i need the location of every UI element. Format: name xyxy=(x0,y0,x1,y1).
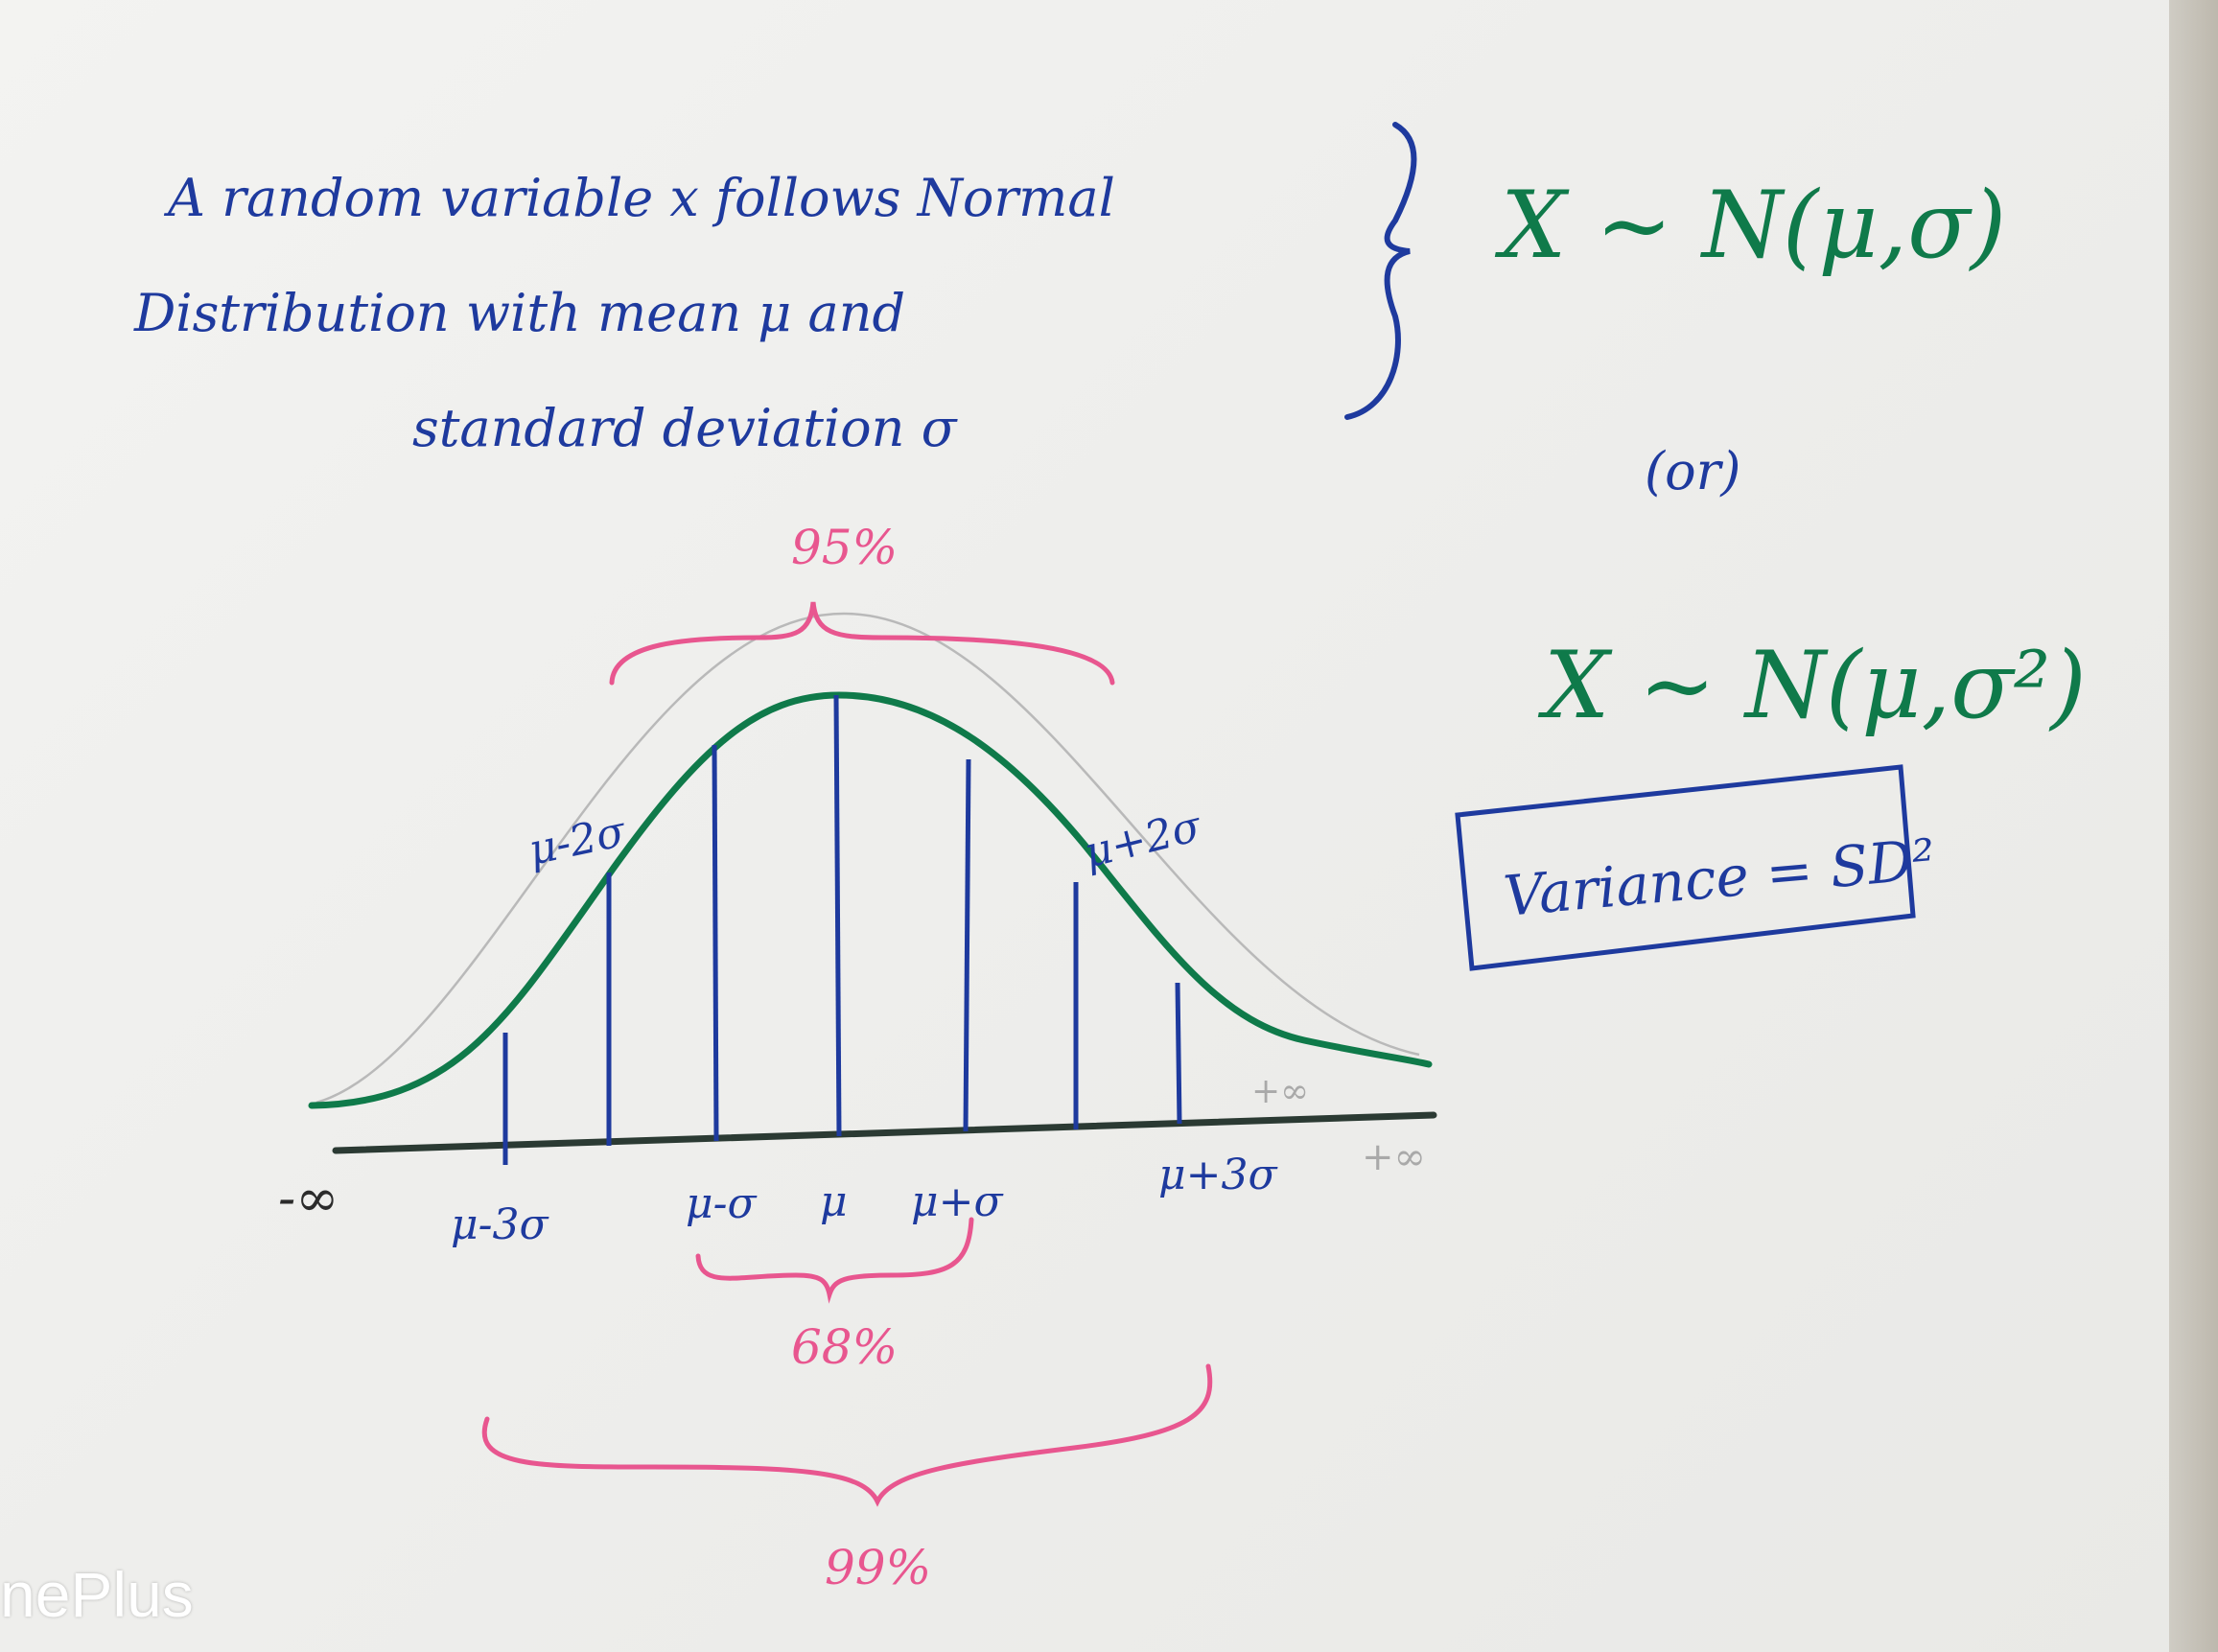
variance-box xyxy=(1455,764,1916,971)
label-68-percent: 68% xyxy=(791,1319,898,1375)
brace-99 xyxy=(481,1363,1213,1507)
notebook-page xyxy=(0,0,2172,1652)
label-95-percent: 95% xyxy=(791,520,898,575)
notation-form-1: X ~ N(μ,σ) xyxy=(1494,172,2006,279)
line-mu-minus-s xyxy=(712,744,719,1142)
or-text: (or) xyxy=(1645,441,1740,501)
label-pos-infinity: +∞ xyxy=(1362,1135,1426,1179)
label-mu-minus-3s: μ-3σ xyxy=(451,1200,549,1249)
definition-line-3: standard deviation σ xyxy=(412,398,959,458)
definition-line-1: A random variable x follows Normal xyxy=(163,168,1115,228)
x-axis xyxy=(332,1111,1437,1154)
definition-line-2: Distribution with mean μ and xyxy=(133,283,905,343)
notation-form-2: X ~ N(μ,σ²) xyxy=(1537,632,2087,739)
variance-text: Variance = SD² xyxy=(1501,826,1937,929)
bell-curve xyxy=(308,691,1433,1109)
label-mu-minus-s: μ-σ xyxy=(686,1179,758,1228)
page-edge xyxy=(2169,0,2218,1652)
label-neg-infinity: -∞ xyxy=(278,1168,339,1228)
label-mu: μ xyxy=(820,1177,848,1226)
brace-68 xyxy=(695,1217,974,1304)
pencil-curve xyxy=(315,612,1420,1105)
definition-brace xyxy=(1344,122,1417,420)
camera-watermark: nePlus xyxy=(0,1559,194,1630)
line-mu-plus-3s xyxy=(1175,982,1182,1125)
label-mu-plus-2s: μ+2σ xyxy=(1079,802,1207,878)
label-plus-infinity-pencil: +∞ xyxy=(1251,1072,1309,1111)
label-mu-plus-3s: μ+3σ xyxy=(1158,1151,1278,1199)
line-mu-plus-s xyxy=(963,758,971,1132)
label-mu-plus-s: μ+σ xyxy=(911,1177,1004,1226)
line-mu xyxy=(833,694,842,1137)
brace-95 xyxy=(609,601,1115,686)
label-99-percent: 99% xyxy=(825,1540,931,1595)
